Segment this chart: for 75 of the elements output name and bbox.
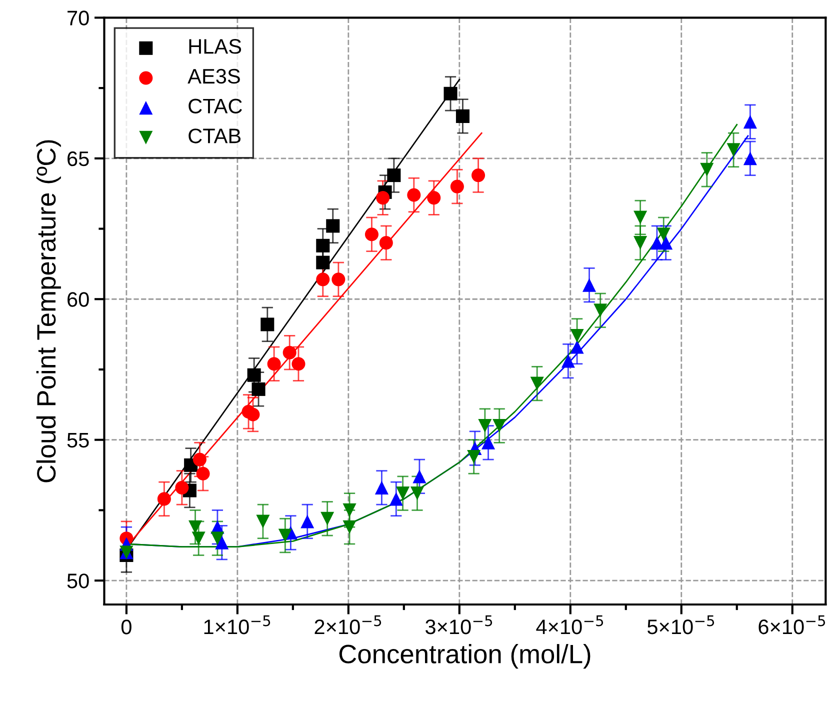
point xyxy=(743,152,757,166)
point xyxy=(444,86,458,100)
point xyxy=(659,236,673,250)
point xyxy=(456,109,470,123)
point xyxy=(427,191,441,205)
point xyxy=(374,480,388,494)
point xyxy=(326,219,340,233)
point xyxy=(561,354,575,368)
point xyxy=(530,376,544,390)
legend-label: CTAB xyxy=(188,128,241,144)
point xyxy=(188,520,202,534)
point xyxy=(157,492,171,506)
point xyxy=(316,238,330,252)
y-axis-title: Cloud Point Temperature (ºC) xyxy=(36,140,61,482)
point xyxy=(267,357,281,371)
legend-label: CTAC xyxy=(188,98,242,114)
point xyxy=(278,528,292,542)
point xyxy=(247,368,261,382)
point xyxy=(292,357,306,371)
point xyxy=(634,210,648,224)
point xyxy=(316,256,330,270)
point xyxy=(210,532,224,546)
point xyxy=(256,514,270,528)
x-tick-label: 3×10$^{−5}$ xyxy=(426,615,492,634)
point xyxy=(450,180,464,194)
point xyxy=(467,450,481,464)
point xyxy=(316,272,330,286)
y-tick-label: 60 xyxy=(68,292,89,307)
point xyxy=(594,304,608,318)
x-tick-label: 4×10$^{−5}$ xyxy=(536,615,604,634)
y-tick-label: 50 xyxy=(67,574,89,588)
x-tick-label: 5×10$^{−5}$ xyxy=(648,615,714,634)
point xyxy=(246,408,260,422)
point xyxy=(634,236,648,250)
point xyxy=(743,115,757,129)
point xyxy=(364,228,378,242)
point xyxy=(320,512,334,526)
point xyxy=(472,168,486,182)
x-axis-title: Concentration (mol/L) xyxy=(339,644,590,669)
point xyxy=(656,228,670,242)
point xyxy=(342,503,356,517)
point xyxy=(407,188,421,202)
point xyxy=(396,486,410,500)
point xyxy=(570,328,584,342)
point xyxy=(215,536,229,550)
point xyxy=(376,191,390,205)
point xyxy=(196,466,210,480)
y-tick-label: 65 xyxy=(68,151,89,166)
point xyxy=(492,419,506,433)
point xyxy=(192,532,206,546)
legend-label: HLAS xyxy=(189,39,242,54)
point xyxy=(300,514,314,528)
x-tick-label: 6×10$^{−5}$ xyxy=(758,615,826,634)
legend-label: AE3S xyxy=(188,68,240,84)
point xyxy=(726,143,740,157)
point xyxy=(389,492,403,506)
point xyxy=(175,480,189,494)
point xyxy=(570,340,584,354)
y-tick-label: 55 xyxy=(67,433,89,448)
y-tick-label: 70 xyxy=(68,10,89,26)
point xyxy=(387,168,401,182)
point xyxy=(192,452,206,466)
point xyxy=(282,346,296,360)
point xyxy=(478,419,492,433)
x-tick-label: 2×10$^{−5}$ xyxy=(314,615,382,634)
point xyxy=(410,486,424,500)
x-tick-label: 0 xyxy=(121,620,132,634)
point xyxy=(332,272,346,286)
x-tick-label: 1×10$^{−5}$ xyxy=(204,615,270,634)
point xyxy=(342,520,356,534)
point xyxy=(582,278,596,292)
point xyxy=(379,236,393,250)
point xyxy=(700,162,714,176)
point xyxy=(260,318,274,332)
point xyxy=(252,382,266,396)
